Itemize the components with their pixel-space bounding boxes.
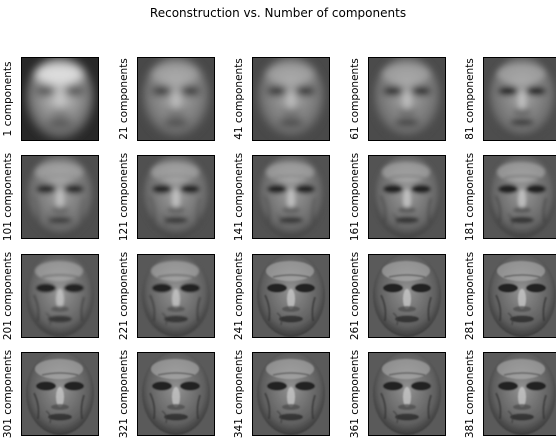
face-image [483,57,556,141]
panel-ylabel: 341 components [233,349,245,439]
face-image [21,254,99,338]
reconstruction-panel: 201 components [2,252,99,340]
face-image [21,352,99,436]
panel-ylabel: 81 components [464,58,476,140]
face-image [252,155,330,239]
face-image [137,352,215,436]
face-image [483,352,556,436]
panel-ylabel: 261 components [349,251,361,341]
panel-ylabel: 181 components [464,152,476,242]
face-image [368,155,446,239]
panel-ylabel: 361 components [349,349,361,439]
reconstruction-panel: 1 components [2,57,99,141]
panel-ylabel: 241 components [233,251,245,341]
panel-ylabel: 41 components [233,58,245,140]
panel-ylabel: 201 components [2,251,14,341]
reconstruction-panel: 261 components [349,252,446,340]
panel-ylabel: 321 components [118,349,130,439]
face-image [252,254,330,338]
reconstruction-panel: 301 components [2,350,99,438]
face-image [21,57,99,141]
face-image [252,352,330,436]
reconstruction-panel: 281 components [464,252,556,340]
reconstruction-panel: 81 components [464,57,556,141]
panel-ylabel: 121 components [118,152,130,242]
reconstruction-panel: 121 components [118,153,215,241]
panel-ylabel: 301 components [2,349,14,439]
reconstruction-panel: 361 components [349,350,446,438]
panel-ylabel: 221 components [118,251,130,341]
face-image [368,254,446,338]
panel-ylabel: 101 components [2,152,14,242]
reconstruction-panel: 61 components [349,57,446,141]
figure-title: Reconstruction vs. Number of components [149,6,407,20]
reconstruction-panel: 341 components [233,350,330,438]
face-image [483,254,556,338]
panel-ylabel: 281 components [464,251,476,341]
face-image [483,155,556,239]
reconstruction-panel: 321 components [118,350,215,438]
reconstruction-panel: 41 components [233,57,330,141]
face-image [137,57,215,141]
face-image [368,57,446,141]
reconstruction-panel: 181 components [464,153,556,241]
face-image [137,254,215,338]
panel-ylabel: 61 components [349,58,361,140]
panel-ylabel: 381 components [464,349,476,439]
panel-ylabel: 141 components [233,152,245,242]
reconstruction-panel: 241 components [233,252,330,340]
face-image [252,57,330,141]
face-image [137,155,215,239]
reconstruction-panel: 381 components [464,350,556,438]
face-image [21,155,99,239]
panel-ylabel: 161 components [349,152,361,242]
panel-ylabel: 21 components [118,58,130,140]
reconstruction-panel: 101 components [2,153,99,241]
panel-ylabel: 1 components [2,61,14,137]
reconstruction-panel: 161 components [349,153,446,241]
reconstruction-panel: 221 components [118,252,215,340]
face-image [368,352,446,436]
reconstruction-panel: 21 components [118,57,215,141]
reconstruction-panel: 141 components [233,153,330,241]
